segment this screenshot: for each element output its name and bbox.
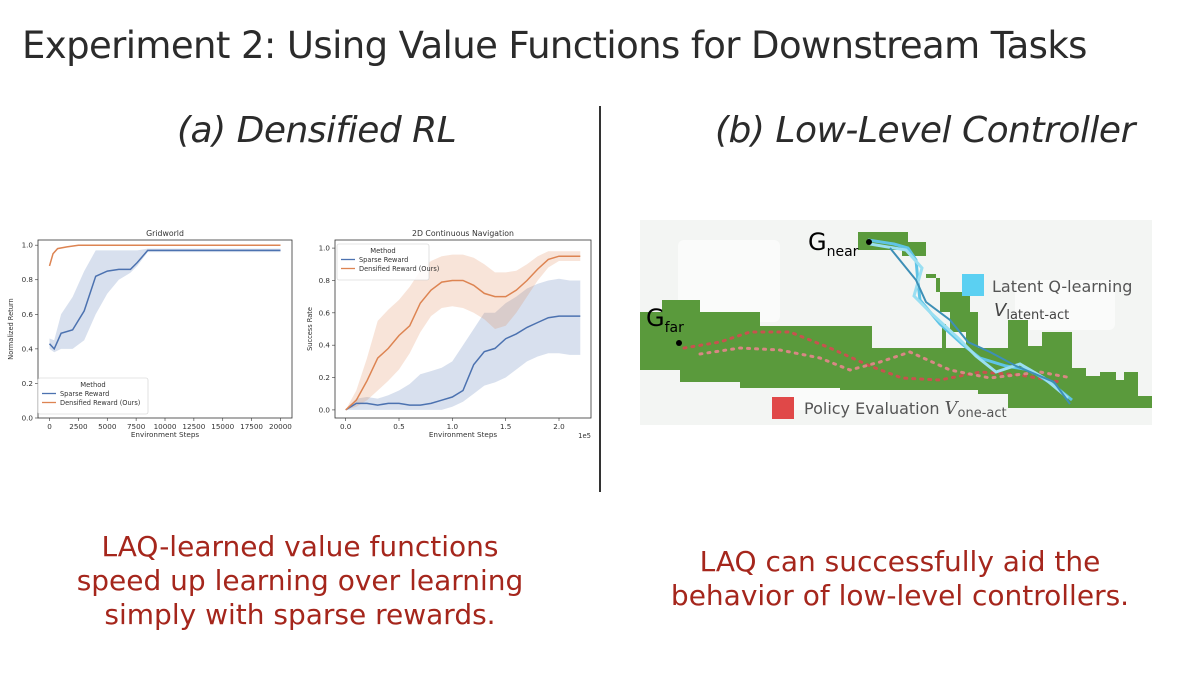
latent-q-learning-trajectory [869, 242, 1069, 400]
chart-title: 2D Continuous Navigation [412, 229, 514, 238]
legend-label-0: Sparse Reward [60, 390, 109, 398]
legend-box [336, 243, 430, 281]
legend-title: Method [80, 381, 106, 389]
x-tick-label: 1.0 [447, 422, 459, 431]
series-line-0 [345, 315, 581, 411]
y-tick-label: 0.4 [22, 344, 34, 353]
x-axis-scale-label: 1e5 [578, 432, 591, 440]
legend-label-0: Sparse Reward [359, 256, 408, 264]
latent-q-learning-value-label: Vlatent-act [994, 300, 1069, 323]
x-tick-label: 0.0 [340, 422, 352, 431]
latent-q-learning-trajectory [889, 247, 1071, 405]
caption-low-level-controller: LAQ can successfully aid the behavior of… [670, 545, 1130, 612]
policy-evaluation-trajectory [682, 330, 1062, 384]
x-tick-label: 12500 [182, 422, 205, 431]
x-tick-label: 2.0 [553, 422, 565, 431]
y-tick-label: 1.0 [22, 241, 34, 250]
x-tick-label: 0.5 [393, 422, 404, 431]
y-tick-label: 0.6 [319, 308, 331, 317]
section-heading-densified-rl: (a) Densified RL [177, 110, 457, 151]
legend-label-1: Densified Reward (Ours) [60, 399, 140, 407]
goal-far-marker [676, 340, 682, 346]
series-line-0 [48, 249, 281, 351]
x-tick-label: 5000 [98, 422, 117, 431]
gridworld-chart: 0 2500 5000 7500 10000 12500 15000 17500 20000 0.… [7, 229, 293, 439]
confidence-band-0 [345, 278, 581, 410]
y-axis-label: Success Rate [306, 307, 314, 351]
policy-evaluation-legend-label: Policy Evaluation Vone-act [804, 398, 1007, 421]
x-axis-label: Environment Steps [131, 430, 200, 439]
y-tick-label: 1.0 [319, 244, 331, 253]
y-tick-label: 0.4 [319, 341, 331, 350]
x-tick-label: 0 [47, 422, 52, 431]
section-heading-low-level-controller: (b) Low-Level Controller [715, 110, 1135, 151]
navigation-map-figure: Gnear Gfar Latent Q-learning Vlatent-act… [640, 220, 1152, 425]
x-tick-label: 15000 [211, 422, 234, 431]
x-tick-label: 7500 [127, 422, 146, 431]
confidence-band-1 [345, 251, 581, 410]
y-axis-label: Normalized Return [7, 298, 15, 359]
goal-far-label: Gfar [646, 304, 684, 336]
goal-near-label: Gnear [808, 228, 859, 260]
series-line-1 [48, 244, 281, 267]
continuous-navigation-chart: 0.0 0.5 1.0 1.5 2.0 0.0 0.2 0.4 0.6 0.8 1.0 2D Cont… [306, 229, 592, 440]
legend-label-1: Densified Reward (Ours) [359, 265, 439, 273]
map-faint-block [1015, 280, 1115, 330]
y-tick-label: 0.0 [319, 405, 331, 414]
y-tick-label: 0.0 [22, 414, 34, 423]
y-tick-label: 0.2 [22, 379, 33, 388]
legend-title: Method [370, 247, 396, 255]
series-line-1 [345, 255, 581, 411]
x-tick-label: 2500 [69, 422, 88, 431]
chart-title: Gridworld [146, 229, 184, 238]
latent-q-learning-legend-label: Latent Q-learning [992, 277, 1132, 296]
x-tick-label: 20000 [269, 422, 292, 431]
y-tick-label: 0.2 [319, 373, 330, 382]
legend-box [37, 377, 149, 415]
policy-evaluation-legend-swatch [772, 397, 794, 419]
y-tick-label: 0.8 [22, 275, 34, 284]
x-tick-label: 10000 [154, 422, 177, 431]
x-tick-label: 1.5 [500, 422, 511, 431]
slide-title: Experiment 2: Using Value Functions for … [22, 24, 1087, 67]
plot-frame [334, 239, 592, 419]
map-free-space [640, 300, 1152, 408]
goal-near-marker [866, 239, 872, 245]
y-tick-label: 0.8 [319, 276, 331, 285]
confidence-band-0 [49, 248, 281, 353]
caption-densified-rl: LAQ-learned value functions speed up lea… [76, 530, 524, 631]
column-divider [599, 106, 601, 492]
policy-evaluation-trajectory [698, 346, 1074, 380]
x-tick-label: 17500 [240, 422, 263, 431]
map-faint-block [678, 240, 780, 322]
y-tick-label: 0.6 [22, 310, 34, 319]
latent-q-learning-legend-swatch [962, 274, 984, 296]
x-axis-label: Environment Steps [429, 430, 498, 439]
